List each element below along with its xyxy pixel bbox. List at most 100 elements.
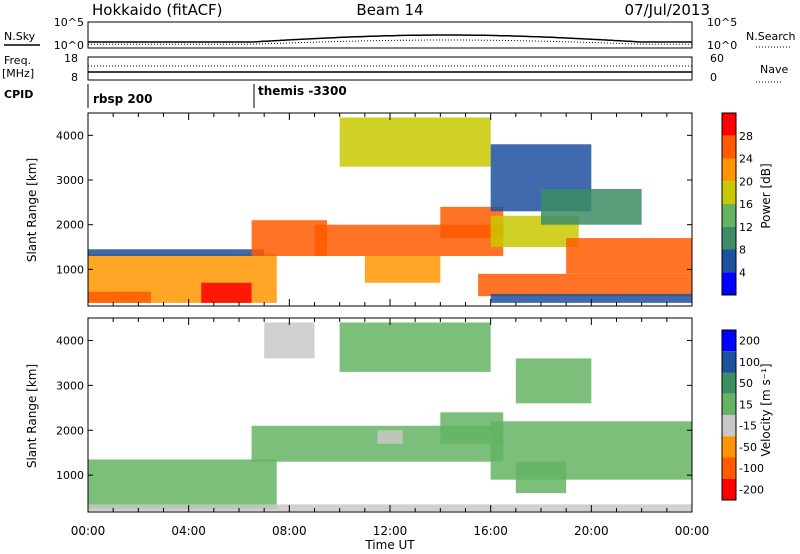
nsearch-tick-bottom: 10^0	[707, 39, 737, 52]
x-tick-label: 20:00	[574, 524, 609, 538]
colorbar-swatch	[722, 415, 736, 437]
heat-region-4	[251, 220, 328, 256]
x-tick-label: 00:00	[675, 524, 710, 538]
heat-region-6	[364, 255, 441, 283]
x-tick-label: 04:00	[171, 524, 206, 538]
nsky-panel	[87, 21, 693, 49]
colorbar-swatch	[722, 457, 736, 479]
colorbar-swatch	[722, 393, 736, 415]
colorbar-tick-label: 4	[739, 266, 746, 279]
velocity-heatmap	[88, 322, 692, 512]
freq-tick-bottom: 8	[71, 71, 78, 84]
freq-tick-top: 18	[64, 52, 78, 65]
colorbar-tick-label: -100	[739, 462, 764, 475]
x-tick-label: 08:00	[272, 524, 307, 538]
x-tick-label: 12:00	[373, 524, 408, 538]
colorbar-swatch	[722, 249, 736, 273]
nave-label: Nave	[760, 63, 788, 76]
colorbar-tick-label: 28	[739, 130, 753, 143]
heat-region-14	[541, 188, 642, 225]
colorbar-swatch	[722, 478, 736, 500]
colorbar-swatch	[722, 372, 736, 394]
colorbar-swatch	[722, 181, 736, 204]
velocity-colorbar: 200 100 50 15 -15 -50 -100 -200	[721, 329, 764, 501]
colorbar-tick-label: 12	[739, 221, 753, 234]
heat-region-5	[339, 322, 491, 372]
y-tick-label: 1000	[56, 263, 84, 276]
nsearch-label: N.Search	[746, 30, 796, 43]
heat-region-7	[264, 322, 315, 359]
nsearch-tick-top: 10^5	[707, 16, 737, 29]
colorbar-tick-label: 100	[739, 356, 760, 369]
heat-region-8	[377, 430, 403, 444]
y-tick-label: 2000	[56, 219, 84, 232]
station-title: Hokkaido (fitACF)	[92, 1, 223, 19]
colorbar-tick-label: 24	[739, 153, 753, 166]
x-axis-title: Time UT	[364, 538, 415, 552]
heat-region-4	[515, 461, 567, 494]
cpid-label: CPID	[4, 88, 33, 101]
beam-title: Beam 14	[356, 1, 423, 19]
colorbar-tick-label: 50	[739, 377, 753, 390]
colorbar-tick-label: -15	[739, 420, 757, 433]
colorbar-frame	[721, 329, 737, 501]
velocity-colorbar-label: Velocity [m s⁻¹]	[759, 363, 773, 456]
cpid-segment-1: rbsp 200	[93, 92, 152, 106]
colorbar-tick-label: -200	[739, 483, 764, 496]
nsky-tick-top: 10^5	[54, 16, 84, 29]
x-tick-label: 16:00	[473, 524, 508, 538]
heat-region-1	[201, 282, 252, 303]
nsky-tick-bottom: 10^0	[54, 39, 84, 52]
heat-region-11	[490, 293, 692, 303]
heat-region-9	[566, 238, 692, 274]
power-colorbar: 4 8 12 16 20 24 28	[721, 112, 753, 296]
date-title: 07/Jul/2013	[625, 1, 710, 19]
y-tick-label: 3000	[56, 174, 84, 187]
heat-region-3	[88, 249, 265, 256]
colorbar-swatch	[722, 158, 736, 182]
colorbar-tick-label: 8	[739, 244, 746, 257]
power-y-axis: 1000 2000 3000 4000	[56, 129, 692, 276]
heat-region-6	[515, 358, 592, 404]
y-tick-label: 3000	[56, 379, 84, 392]
heat-region-0	[88, 459, 277, 509]
colorbar-swatch	[722, 436, 736, 458]
velocity-y-axis: 1000 2000 3000 4000	[56, 334, 692, 482]
y-tick-label: 1000	[56, 469, 84, 482]
nave-tick-top: 60	[710, 52, 724, 65]
colorbar-swatch	[722, 135, 736, 159]
colorbar-swatch	[722, 272, 736, 295]
power-ylabel: Slant Range [km]	[25, 158, 39, 262]
x-tick-label: 00:00	[71, 524, 106, 538]
nsky-label: N.Sky	[4, 30, 36, 43]
y-tick-label: 2000	[56, 424, 84, 437]
y-tick-label: 4000	[56, 334, 84, 347]
colorbar-tick-label: 16	[739, 198, 753, 211]
colorbar-tick-label: 200	[739, 335, 760, 348]
freq-label: Freq.	[4, 54, 31, 67]
nsky-trace	[88, 34, 692, 43]
colorbar-tick-label: 20	[739, 175, 753, 188]
freq-panel	[87, 56, 693, 81]
velocity-x-ticks	[87, 318, 693, 512]
colorbar-swatch	[722, 330, 736, 352]
freq-unit: [MHz]	[2, 67, 34, 80]
colorbar-tick-label: -50	[739, 441, 757, 454]
time-axis-labels: 00:00 04:00 08:00 12:00 16:00 20:00 00:00	[71, 524, 710, 538]
heat-region-10	[478, 273, 692, 297]
colorbar-swatch	[722, 226, 736, 250]
colorbar-swatch	[722, 351, 736, 373]
velocity-ylabel: Slant Range [km]	[25, 364, 39, 468]
cpid-segment-2: themis -3300	[258, 84, 347, 98]
colorbar-tick-label: 15	[739, 398, 753, 411]
y-tick-label: 4000	[56, 129, 84, 142]
power-x-ticks	[87, 113, 693, 306]
power-heatmap	[88, 117, 692, 303]
nave-tick-bottom: 0	[710, 71, 717, 84]
heat-region-12	[339, 117, 491, 167]
colorbar-frame	[721, 112, 737, 296]
colorbar-swatch	[722, 113, 736, 136]
heat-region-2	[88, 291, 151, 303]
